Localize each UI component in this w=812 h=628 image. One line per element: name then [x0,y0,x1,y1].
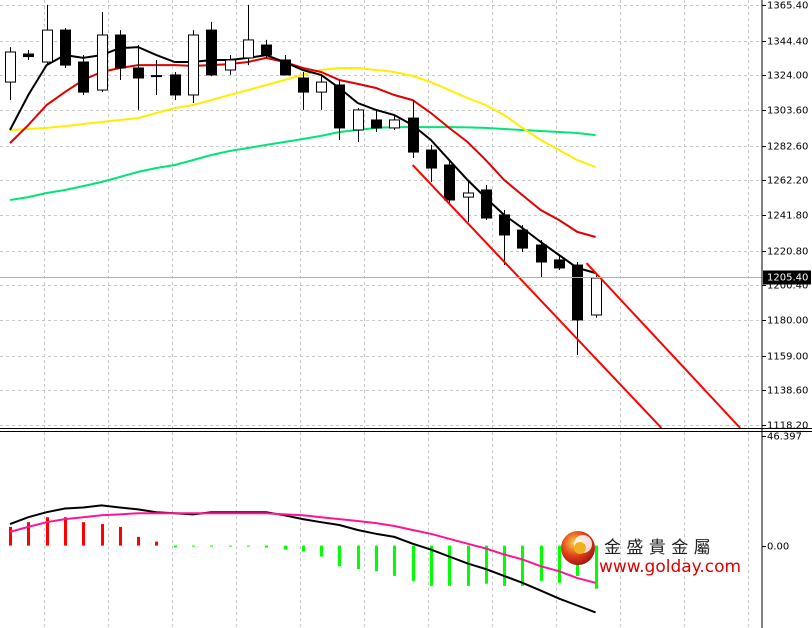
candle-body [115,34,126,69]
histogram-bar [137,536,140,546]
candle-body [151,75,162,78]
candle-body [371,119,382,129]
histogram-bar [503,545,506,586]
indicator-line [9,126,596,201]
y-tick-label: 1159.00 [767,352,808,363]
candle-body [481,189,492,219]
candle-body [517,229,528,249]
candle-body [591,277,602,316]
candle-body [389,119,400,129]
histogram-bar [247,545,250,547]
candle-body [188,34,199,96]
candle-body [133,67,144,79]
histogram-bar [448,545,451,586]
histogram-bar [320,545,323,557]
histogram-bar [46,517,49,546]
y-tick-label: 1365.40 [767,1,808,12]
histogram-bar [9,526,12,546]
indicator-line [9,512,596,584]
y-tick-label: 1344.40 [767,37,808,48]
histogram-bar [119,526,122,546]
candle-body [499,214,510,236]
channel-line [585,262,741,428]
histogram-bar [558,545,561,583]
histogram-bar [521,545,524,586]
candle-body [316,81,327,93]
last-price-box [763,270,811,285]
candle-body [463,192,474,198]
candle-body [243,39,254,59]
histogram-bar [155,541,158,546]
candle-body [206,29,217,76]
last-price-label: 1205.40 [767,273,808,284]
histogram-bar [485,545,488,584]
histogram-bar [284,545,287,550]
histogram-bar [375,545,378,572]
y-tick-label: 46.397 [767,432,802,443]
candle-body [42,29,53,63]
y-tick-label: 1180.00 [767,316,808,327]
histogram-bar [265,545,268,548]
histogram-bar [357,545,360,570]
histogram-bar [229,545,232,547]
candle-body [78,61,89,93]
histogram-bar [412,545,415,581]
histogram-bar [302,545,305,552]
y-tick-label: 1200.40 [767,281,808,292]
histogram-bar [595,545,598,589]
histogram-bar [174,545,177,548]
logo-dot [574,542,586,554]
indicator-line [9,504,596,614]
candle-body [536,244,547,263]
histogram-bar [540,545,543,581]
candle-body [572,264,583,321]
watermark-url: www.golday.com [599,557,741,577]
candle-body [97,34,108,91]
y-tick-label: 0.00 [767,542,789,553]
histogram-bar [210,545,213,547]
y-tick-label: 1241.80 [767,211,808,222]
candle-body [426,149,437,169]
y-tick-label: 1118.20 [767,421,808,432]
y-tick-label: 1220.80 [767,247,808,258]
watermark: 金 盛 貴 金 屬 www.golday.com [561,531,741,577]
candle-body [334,84,345,129]
candle-body [225,59,236,71]
histogram-bar [192,545,195,547]
y-tick-label: 1138.60 [767,386,808,397]
histogram-bar [467,545,470,586]
histogram-bar [27,522,30,546]
candle-body [280,59,291,76]
histogram-bar [393,545,396,576]
candle-body [408,117,419,153]
candle-body [23,53,34,58]
channel-line [411,164,663,428]
candle-body [261,44,272,56]
histogram-bar [430,545,433,586]
candle-body [60,29,71,66]
candle-body [298,77,309,93]
candle-body [554,259,565,269]
candle-body [5,51,16,83]
y-tick-label: 1282.60 [767,142,808,153]
y-tick-label: 1324.00 [767,71,808,82]
candle-body [170,74,181,96]
candle-body [353,109,364,131]
watermark-name: 金 盛 貴 金 屬 [604,538,711,558]
histogram-bar [82,522,85,546]
candle-body [444,164,455,201]
histogram-bar [338,545,341,567]
y-tick-label: 1262.20 [767,176,808,187]
histogram-bar [64,517,67,546]
histogram-bar [101,524,104,546]
indicator-line [9,67,596,168]
y-tick-label: 1303.60 [767,106,808,117]
